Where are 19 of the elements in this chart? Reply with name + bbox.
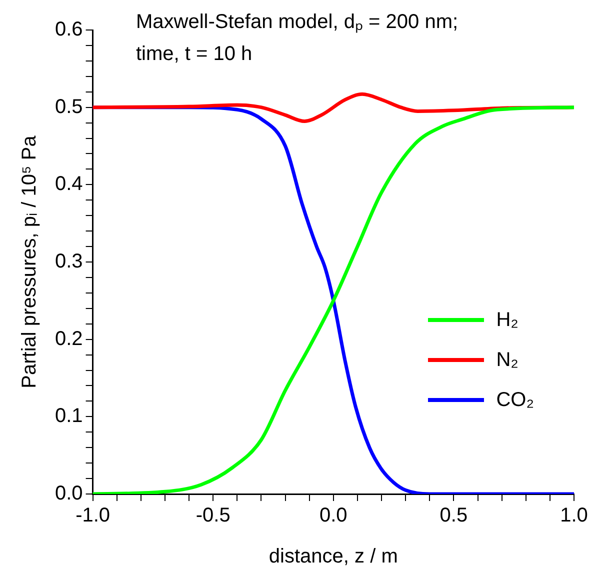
legend-label: N₂ [496,348,518,372]
y-tick-label: 0.0 [54,482,83,505]
y-tick-label: 0.5 [54,96,83,118]
y-tick-label: 0.2 [54,328,83,350]
legend-label: H₂ [496,308,518,332]
text: time, t = 10 h [136,42,254,67]
y-axis-title: Partial pressures, pᵢ / 10⁵ Pa [18,134,41,388]
x-axis-title: distance, z / m [268,546,398,568]
x-tick-label: 1.0 [560,504,588,527]
y-tick-label: 0.3 [54,250,83,273]
y-tick-label: 0.6 [54,18,83,41]
chart-title: Maxwell-Stefan model, dₚ = 200 nm; [136,10,458,35]
x-tick-label: 0.0 [319,504,348,527]
legend-label: CO₂ [496,388,534,412]
y-tick-label: 0.1 [54,405,83,428]
x-tick-label: -0.5 [196,504,230,527]
x-tick-label: 0.5 [440,504,468,527]
x-tick-label: -1.0 [76,504,110,527]
y-tick-label: 0.4 [54,173,83,196]
